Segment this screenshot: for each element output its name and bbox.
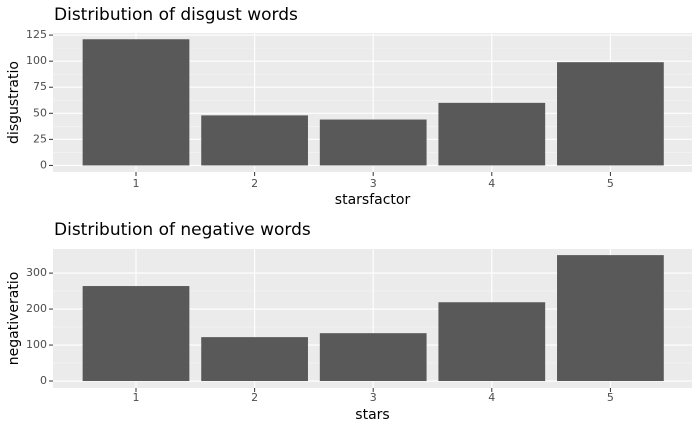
y-tick-label: 100 xyxy=(26,338,47,351)
y-tick-label: 200 xyxy=(26,302,47,315)
x-tick-label: 4 xyxy=(488,177,495,190)
x-tick-label: 2 xyxy=(251,391,258,404)
x-tick-label: 1 xyxy=(133,391,140,404)
chart-title: Distribution of negative words xyxy=(54,220,311,240)
bar xyxy=(82,39,190,166)
bar xyxy=(319,333,427,382)
bar xyxy=(557,62,664,166)
x-tick-label: 1 xyxy=(133,177,140,190)
x-tick-label: 4 xyxy=(488,391,495,404)
x-tick-label: 3 xyxy=(370,391,377,404)
y-tick-label: 0 xyxy=(40,158,47,171)
bar xyxy=(201,115,308,166)
bar xyxy=(438,102,546,166)
y-tick-label: 125 xyxy=(26,28,47,41)
bar xyxy=(82,286,190,382)
bar xyxy=(201,337,308,382)
x-tick-label: 5 xyxy=(607,391,614,404)
y-axis-title: disgustratio xyxy=(6,61,22,144)
y-tick-label: 25 xyxy=(33,132,47,145)
y-tick-label: 75 xyxy=(33,80,47,93)
y-axis-title: negativeratio xyxy=(6,272,22,366)
x-axis-title: stars xyxy=(355,407,389,423)
x-axis-title: starsfactor xyxy=(335,192,411,208)
x-tick-label: 5 xyxy=(607,177,614,190)
bar xyxy=(557,255,664,382)
bar xyxy=(319,119,427,166)
bar xyxy=(438,302,546,382)
y-tick-label: 100 xyxy=(26,54,47,67)
x-tick-label: 3 xyxy=(370,177,377,190)
x-tick-label: 2 xyxy=(251,177,258,190)
y-tick-label: 0 xyxy=(40,374,47,387)
y-tick-label: 50 xyxy=(33,106,47,119)
chart-title: Distribution of disgust words xyxy=(54,5,298,25)
y-tick-label: 300 xyxy=(26,266,47,279)
